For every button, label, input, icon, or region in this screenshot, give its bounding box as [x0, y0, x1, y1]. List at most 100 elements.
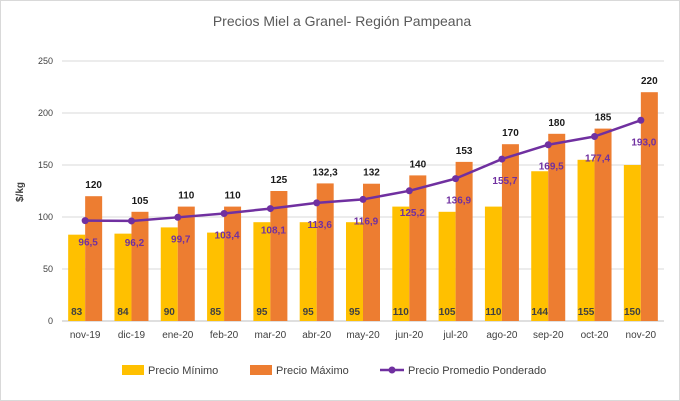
- data-label-maximo: 120: [85, 180, 102, 191]
- data-label-promedio: 169,5: [539, 162, 564, 173]
- y-tick-label: 250: [38, 56, 53, 66]
- legend: Precio Mínimo Precio Máximo Precio Promedi…: [122, 365, 546, 377]
- point-promedio: [637, 116, 645, 124]
- point-promedio: [452, 175, 460, 183]
- point-promedio: [174, 213, 182, 221]
- point-promedio: [81, 217, 89, 225]
- bar-precio-minimo: [346, 222, 363, 321]
- bar-precio-minimo: [392, 206, 410, 321]
- point-promedio: [359, 195, 367, 203]
- x-tick-label: nov-19: [70, 330, 101, 341]
- point-promedio: [127, 217, 135, 225]
- data-label-promedio: 125,2: [400, 208, 425, 219]
- x-tick-label: dic-19: [118, 330, 146, 341]
- bar-precio-minimo: [114, 233, 132, 321]
- bar-precio-minimo: [207, 232, 225, 321]
- bar-precio-maximo: [640, 92, 658, 321]
- x-tick-label: may-20: [346, 330, 380, 341]
- bar-precio-minimo: [531, 171, 549, 321]
- chart-title: Precios Miel a Granel- Región Pampeana: [213, 13, 472, 29]
- legend-label-minimo: Precio Mínimo: [148, 365, 218, 377]
- bar-precio-minimo: [253, 222, 271, 321]
- point-promedio: [498, 155, 506, 163]
- data-label-promedio: 108,1: [261, 226, 286, 237]
- bar-precio-maximo: [85, 196, 103, 321]
- x-tick-label: ago-20: [486, 330, 518, 341]
- data-label-maximo: 125: [271, 175, 288, 186]
- data-label-minimo: 155: [578, 307, 595, 318]
- point-promedio: [313, 199, 321, 207]
- data-label-promedio: 99,7: [171, 234, 191, 245]
- data-label-promedio: 136,9: [446, 196, 471, 207]
- data-label-minimo: 110: [393, 307, 410, 318]
- point-promedio: [220, 209, 228, 217]
- data-label-promedio: 96,5: [78, 238, 98, 249]
- y-axis-label: $/kg: [15, 182, 26, 202]
- bars: [68, 92, 658, 321]
- bar-precio-maximo: [455, 161, 473, 321]
- x-tick-label: nov-20: [626, 330, 657, 341]
- bar-precio-maximo: [224, 206, 242, 321]
- point-promedio: [544, 141, 552, 149]
- data-label-promedio: 155,7: [492, 176, 517, 187]
- bar-precio-minimo: [577, 159, 595, 321]
- bar-precio-minimo: [299, 222, 317, 321]
- x-tick-label: jun-20: [394, 330, 423, 341]
- y-tick-label: 100: [38, 212, 53, 222]
- data-label-maximo: 153: [456, 146, 473, 157]
- data-label-maximo: 180: [548, 118, 565, 129]
- data-label-maximo: 185: [595, 113, 612, 124]
- data-label-promedio: 96,2: [125, 238, 145, 249]
- y-tick-label: 50: [43, 264, 53, 274]
- bar-precio-minimo: [623, 165, 641, 321]
- data-label-minimo: 95: [256, 307, 268, 318]
- data-label-maximo: 140: [409, 159, 426, 170]
- average-line: [81, 116, 645, 225]
- x-tick-label: jul-20: [442, 330, 468, 341]
- data-label-maximo: 105: [132, 196, 149, 207]
- y-tick-label: 200: [38, 108, 53, 118]
- bar-precio-maximo: [594, 128, 612, 321]
- data-label-promedio: 116,9: [354, 216, 379, 227]
- bar-precio-maximo: [131, 211, 149, 321]
- data-label-minimo: 90: [164, 307, 176, 318]
- x-tick-label: sep-20: [533, 330, 564, 341]
- data-label-maximo: 110: [225, 191, 242, 202]
- bar-precio-minimo: [484, 206, 502, 321]
- data-label-minimo: 144: [531, 307, 548, 318]
- bar-precio-minimo: [438, 211, 456, 321]
- data-labels: 83 120 84 105 90 110 85 110 95 125 95 132,3 95 132 110…: [71, 76, 658, 318]
- y-tick-label: 150: [38, 160, 53, 170]
- data-label-promedio: 103,4: [215, 230, 240, 241]
- bar-precio-maximo: [501, 144, 519, 321]
- legend-swatch-maximo: [250, 365, 272, 375]
- legend-label-promedio: Precio Promedio Ponderado: [408, 365, 546, 377]
- bar-precio-minimo: [68, 234, 86, 321]
- y-axis-ticks: 0 50 100 150 200 250: [38, 56, 53, 326]
- bar-precio-maximo: [363, 183, 380, 321]
- x-tick-label: abr-20: [302, 330, 331, 341]
- bar-precio-maximo: [316, 183, 334, 321]
- data-label-maximo: 110: [178, 191, 195, 202]
- point-promedio: [405, 187, 413, 195]
- data-label-maximo: 132: [363, 168, 380, 179]
- y-tick-label: 0: [48, 316, 53, 326]
- x-tick-label: ene-20: [162, 330, 194, 341]
- bar-precio-maximo: [409, 175, 427, 321]
- data-label-minimo: 150: [624, 307, 641, 318]
- point-promedio: [266, 205, 274, 213]
- legend-label-maximo: Precio Máximo: [276, 365, 349, 377]
- data-label-minimo: 95: [303, 307, 315, 318]
- data-label-promedio: 193,0: [631, 137, 656, 148]
- x-tick-label: mar-20: [255, 330, 287, 341]
- x-tick-label: feb-20: [210, 330, 239, 341]
- legend-marker-promedio: [388, 366, 396, 374]
- data-label-promedio: 177,4: [585, 154, 610, 165]
- data-label-minimo: 110: [485, 307, 502, 318]
- bar-precio-maximo: [177, 206, 195, 321]
- bar-precio-maximo: [548, 133, 566, 321]
- data-label-maximo: 132,3: [313, 167, 338, 178]
- data-label-minimo: 105: [439, 307, 456, 318]
- data-label-minimo: 95: [349, 307, 361, 318]
